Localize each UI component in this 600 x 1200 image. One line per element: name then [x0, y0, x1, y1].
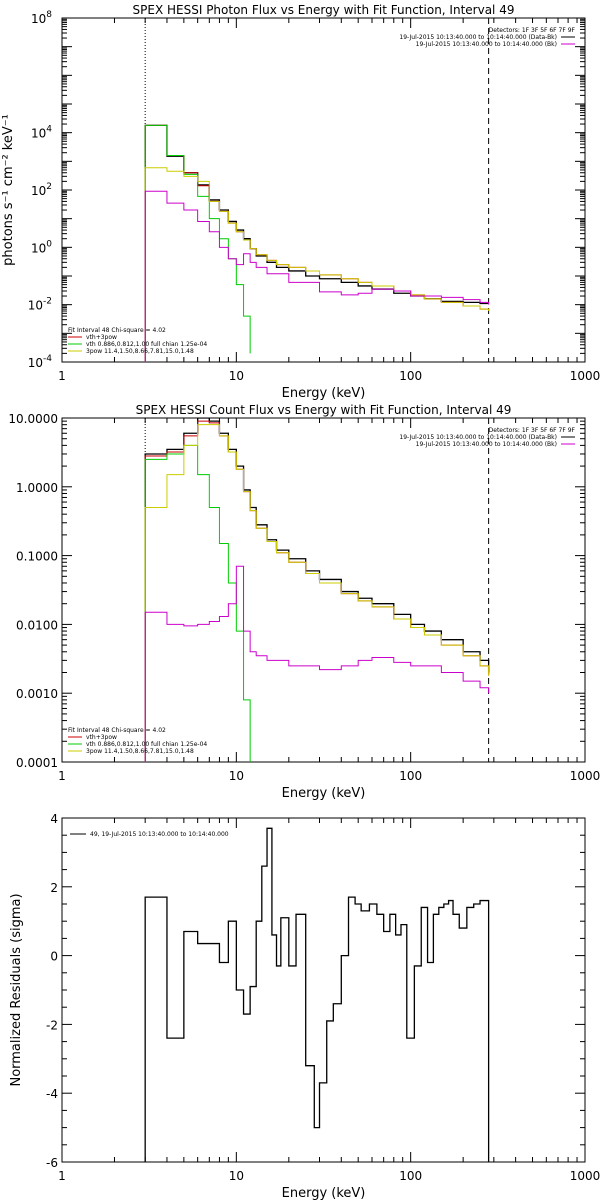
y-tick-base: 10 [31, 241, 46, 255]
series-line-4 [144, 190, 490, 362]
x-tick-label: 1 [58, 369, 66, 383]
y-tick-label: 10.0000 [8, 412, 58, 426]
series-line-2 [144, 124, 251, 362]
y-tick-base: 10 [31, 184, 46, 198]
y-tick-label: 104 [31, 125, 52, 141]
chart-panel-3: 1 10 100 1000 Energy (keV) -6 -4 -2 0 2 4 Normalize… [9, 812, 600, 1200]
fit-legend-text: 3pow 11.4,1.50,8.66,7.81,15.0,1.48 [86, 748, 194, 755]
series-line-4 [144, 565, 490, 762]
fit-legend-text: vth+3pow [86, 334, 117, 341]
chart-title: SPEX HESSI Photon Flux vs Energy with Fi… [133, 3, 515, 17]
x-tick-label: 10 [229, 369, 244, 383]
y-tick-label: 0 [50, 950, 58, 964]
y-tick-base: 10 [28, 356, 43, 370]
fit-legend-text: vth 0.886,0.812,1.00 full chian 1.25e-04 [86, 341, 207, 348]
x-tick-label: 1000 [570, 1169, 600, 1183]
x-axis-label: Energy (keV) [282, 786, 366, 801]
y-tick-base: 10 [31, 127, 46, 141]
x-tick-label: 100 [399, 1169, 422, 1183]
y-tick-label: 0.0100 [16, 618, 58, 632]
y-tick-exponent: 2 [46, 182, 52, 192]
series-line-0 [144, 124, 489, 362]
y-tick-label: 0.1000 [16, 550, 58, 564]
y-tick-label: 1.0000 [16, 481, 58, 495]
residual-legend-text: 49, 19-Jul-2015 10:13:40.000 to 10:14:40… [90, 831, 229, 838]
y-tick-label: -4 [46, 1087, 58, 1101]
time-legend-text: 19-Jul-2015 10:13:40.000 to 10:14:40.000… [399, 34, 557, 41]
y-tick-label: 2 [50, 881, 58, 895]
detectors-label: Detectors: 1F 3F 5F 6F 7F 9F [489, 427, 576, 434]
y-tick-label: 108 [31, 10, 52, 26]
y-tick-label: 0.0010 [16, 687, 58, 701]
y-tick-label: 10-2 [28, 297, 52, 313]
y-tick-label: 10-4 [28, 354, 53, 370]
x-tick-label: 1 [58, 769, 66, 783]
series-line-2 [144, 444, 251, 762]
fit-legend-header: Fit Interval 48 Chi-square = 4.02 [68, 327, 166, 334]
y-tick-label: 102 [31, 182, 52, 198]
chart-panel-1: SPEX HESSI Photon Flux vs Energy with Fi… [1, 3, 600, 401]
y-tick-exponent: 0 [46, 239, 52, 249]
series-group [144, 418, 490, 762]
plot-frame [61, 817, 586, 1163]
y-tick-label: 4 [50, 812, 58, 826]
x-tick-label: 10 [229, 769, 244, 783]
x-tick-label: 100 [399, 369, 422, 383]
y-tick-exponent: 8 [46, 10, 52, 20]
x-tick-label: 1 [58, 1169, 66, 1183]
fit-legend-text: vth 0.886,0.812,1.00 full chian 1.25e-04 [86, 741, 207, 748]
series-line-3 [144, 167, 490, 362]
series-line-0 [144, 827, 490, 1162]
series-line-1 [144, 420, 490, 762]
y-tick-label: -6 [46, 1156, 58, 1170]
series-line-0 [144, 418, 490, 762]
fit-legend-text: 3pow 11.4,1.50,8.66,7.81,15.0,1.48 [86, 348, 194, 355]
x-tick-label: 1000 [570, 369, 600, 383]
series-line-1 [144, 124, 490, 362]
time-legend-text: 19-Jul-2015 10:13:40.000 to 10:14:40.000… [399, 434, 557, 441]
series-group [144, 827, 490, 1162]
x-tick-label: 1000 [570, 769, 600, 783]
y-tick-base: 10 [31, 12, 46, 26]
y-tick-label: 0.0001 [16, 756, 58, 770]
plot-frame [61, 417, 586, 763]
y-tick-base: 10 [28, 299, 43, 313]
plot-frame [61, 17, 586, 363]
x-tick-label: 100 [399, 769, 422, 783]
time-legend-text: 19-Jul-2015 10:13:40.000 to 10:14:40.000… [416, 41, 557, 48]
y-tick-label: 100 [31, 239, 52, 255]
fit-legend-header: Fit Interval 48 Chi-square = 4.02 [68, 727, 166, 734]
series-group [144, 124, 490, 362]
fit-legend-text: vth+3pow [86, 734, 117, 741]
series-line-3 [144, 424, 490, 762]
chart-title: SPEX HESSI Count Flux vs Energy with Fit… [136, 403, 512, 417]
y-axis-label: Normalized Residuals (sigma) [9, 893, 24, 1086]
x-axis-label: Energy (keV) [282, 386, 366, 401]
y-tick-label: -2 [46, 1018, 58, 1032]
y-axis-label: photons s⁻¹ cm⁻² keV⁻¹ [1, 114, 16, 266]
x-axis-label: Energy (keV) [282, 1186, 366, 1200]
y-tick-exponent: -4 [43, 354, 52, 364]
y-tick-exponent: -2 [43, 297, 52, 307]
y-tick-exponent: 4 [46, 125, 52, 135]
time-legend-text: 19-Jul-2015 10:13:40.000 to 10:14:40.000… [416, 441, 557, 448]
x-tick-label: 10 [229, 1169, 244, 1183]
detectors-label: Detectors: 1F 3F 5F 6F 7F 9F [489, 27, 576, 34]
chart-panel-2: SPEX HESSI Count Flux vs Energy with Fit… [8, 403, 600, 801]
